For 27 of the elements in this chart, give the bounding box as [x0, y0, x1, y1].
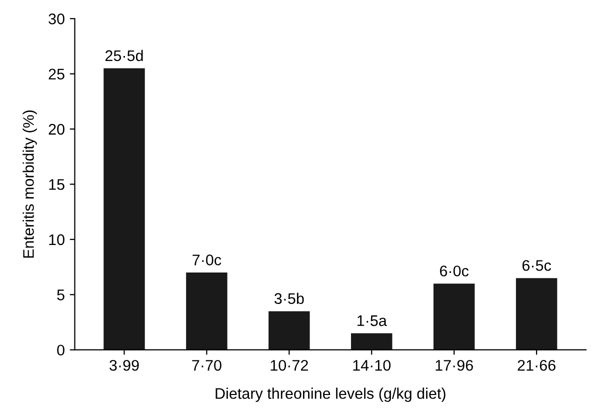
x-tick-label: 7·70 [192, 360, 222, 371]
bar [516, 278, 558, 350]
x-tick-label: 14·10 [353, 360, 391, 371]
y-tick-label: 10 [49, 234, 64, 246]
y-tick-label: 30 [48, 14, 64, 24]
bar [351, 333, 392, 350]
x-tick-label: 17·96 [436, 360, 473, 371]
y-axis-title: Enteritis morbidity (%) [22, 110, 37, 258]
data-label: 1·5a [358, 315, 387, 326]
bar [104, 68, 145, 350]
y-tick-label: 20 [48, 124, 64, 135]
y-tick-label: 25 [48, 68, 64, 80]
data-label: 7·0c [192, 254, 222, 266]
y-tick-label: 5 [57, 290, 64, 300]
data-label: 6·5c [522, 260, 552, 271]
data-label: 3·5b [274, 292, 304, 304]
bar [433, 284, 475, 350]
x-tick-label: 21·66 [518, 360, 556, 371]
bar [186, 272, 228, 350]
x-tick-label: 3·99 [110, 360, 139, 371]
x-axis-title: Dietary threonine levels (g/kg diet) [216, 388, 446, 402]
data-label: 25·5d [105, 50, 143, 62]
y-tick-label: 15 [49, 179, 64, 190]
x-tick-label: 10·72 [270, 360, 308, 371]
data-label: 6·0c [440, 266, 469, 276]
y-tick-label: 0 [57, 344, 64, 356]
bar [268, 311, 310, 350]
